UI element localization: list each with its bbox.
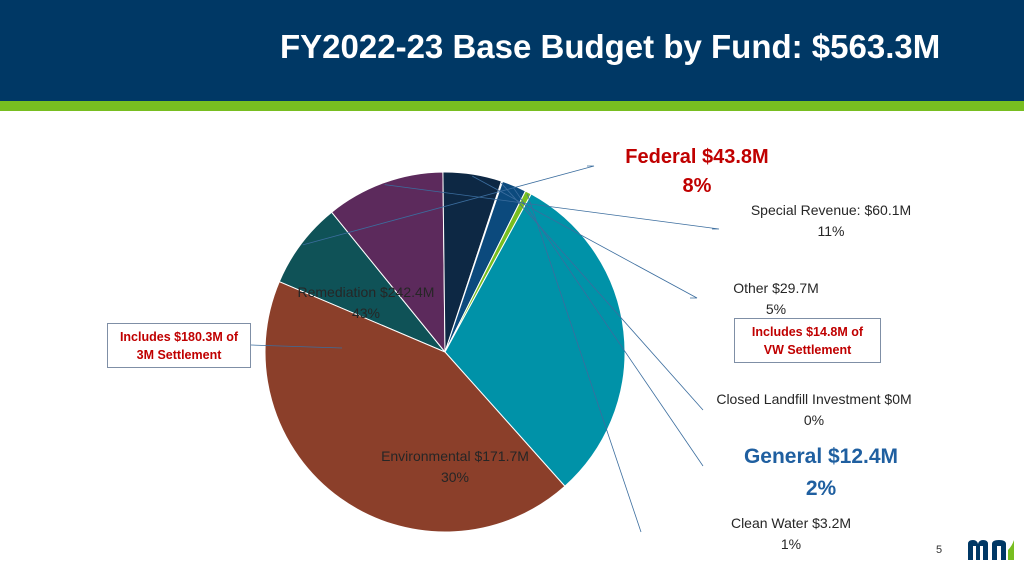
leader-line-federal	[302, 165, 595, 246]
label-clean-water-percent: 1%	[781, 536, 801, 552]
pie-slice-environmental	[444, 193, 626, 487]
label-general-name: General $12.4M	[744, 445, 898, 468]
leader-line-special-revenue	[384, 184, 720, 230]
page-number: 5	[936, 544, 943, 556]
label-federal-percent: 8%	[683, 175, 712, 197]
slide-title: FY2022-23 Base Budget by Fund: $563.3M	[280, 28, 941, 65]
label-environmental-name: Environmental $171.7M	[381, 448, 529, 464]
leader-line-clean-water	[527, 194, 642, 533]
pie-slice-special-revenue	[330, 171, 446, 354]
label-general-percent: 2%	[806, 477, 837, 500]
pie-slice-remediation	[264, 281, 566, 533]
other-settlement-callout: Includes $14.8M of VW Settlement	[734, 318, 881, 363]
leader-line-closed-landfill-investment	[501, 182, 704, 411]
remediation-settlement-callout: Includes $180.3M of 3M Settlement	[107, 323, 251, 368]
label-special-revenue-percent: 11%	[818, 223, 845, 239]
label-closed-landfill-investment-name: Closed Landfill Investment $0M	[716, 391, 911, 407]
leader-line-other	[472, 175, 698, 299]
mn-logo-icon	[968, 540, 1014, 560]
label-other-percent: 5%	[766, 301, 786, 317]
header-bar	[0, 0, 1024, 101]
label-closed-landfill-investment-percent: 0%	[804, 412, 824, 428]
label-remediation-percent: 43%	[352, 305, 380, 321]
leader-line-general	[513, 187, 704, 467]
label-remediation-name: Remediation $242.4M	[298, 284, 435, 300]
label-other-name: Other $29.7M	[733, 280, 819, 296]
label-special-revenue-name: Special Revenue: $60.1M	[751, 202, 911, 218]
label-environmental-percent: 30%	[441, 469, 469, 485]
label-clean-water-name: Clean Water $3.2M	[731, 515, 851, 531]
label-federal-name: Federal $43.8M	[625, 146, 768, 168]
callout-connector-remediation	[250, 344, 343, 349]
header-accent-stripe	[0, 101, 1024, 111]
